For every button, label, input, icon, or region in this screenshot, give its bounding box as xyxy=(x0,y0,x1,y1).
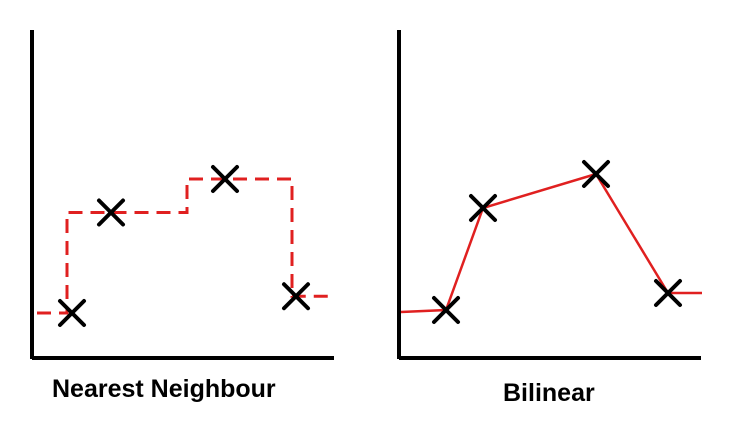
x-cross-stroke-2 xyxy=(582,160,610,188)
x-cross-icon xyxy=(211,165,239,193)
x-cross-stroke-2 xyxy=(654,279,682,307)
nearest-neighbour-step-path xyxy=(37,177,334,315)
nearest-neighbour-caption: Nearest Neighbour xyxy=(52,375,276,403)
x-cross-stroke-2 xyxy=(97,198,125,227)
x-cross-icon xyxy=(582,160,610,188)
x-cross-stroke-2 xyxy=(432,296,460,324)
bilinear-line xyxy=(400,172,702,314)
x-cross-icon xyxy=(97,198,125,227)
x-cross-stroke-2 xyxy=(58,299,86,327)
right-panel xyxy=(397,30,702,360)
x-cross-stroke-2 xyxy=(211,165,239,193)
left-sample-markers xyxy=(58,165,310,327)
x-cross-stroke-2 xyxy=(469,194,497,222)
x-cross-icon xyxy=(654,279,682,307)
x-cross-icon xyxy=(469,194,497,222)
x-cross-stroke-2 xyxy=(282,282,310,311)
right-sample-markers xyxy=(432,160,682,324)
bilinear-caption: Bilinear xyxy=(503,379,595,407)
x-cross-icon xyxy=(282,282,310,311)
bilinear-path xyxy=(400,172,702,314)
x-cross-icon xyxy=(432,296,460,324)
x-cross-icon xyxy=(58,299,86,327)
nearest-neighbour-step-line xyxy=(37,177,334,315)
left-panel xyxy=(30,30,334,360)
